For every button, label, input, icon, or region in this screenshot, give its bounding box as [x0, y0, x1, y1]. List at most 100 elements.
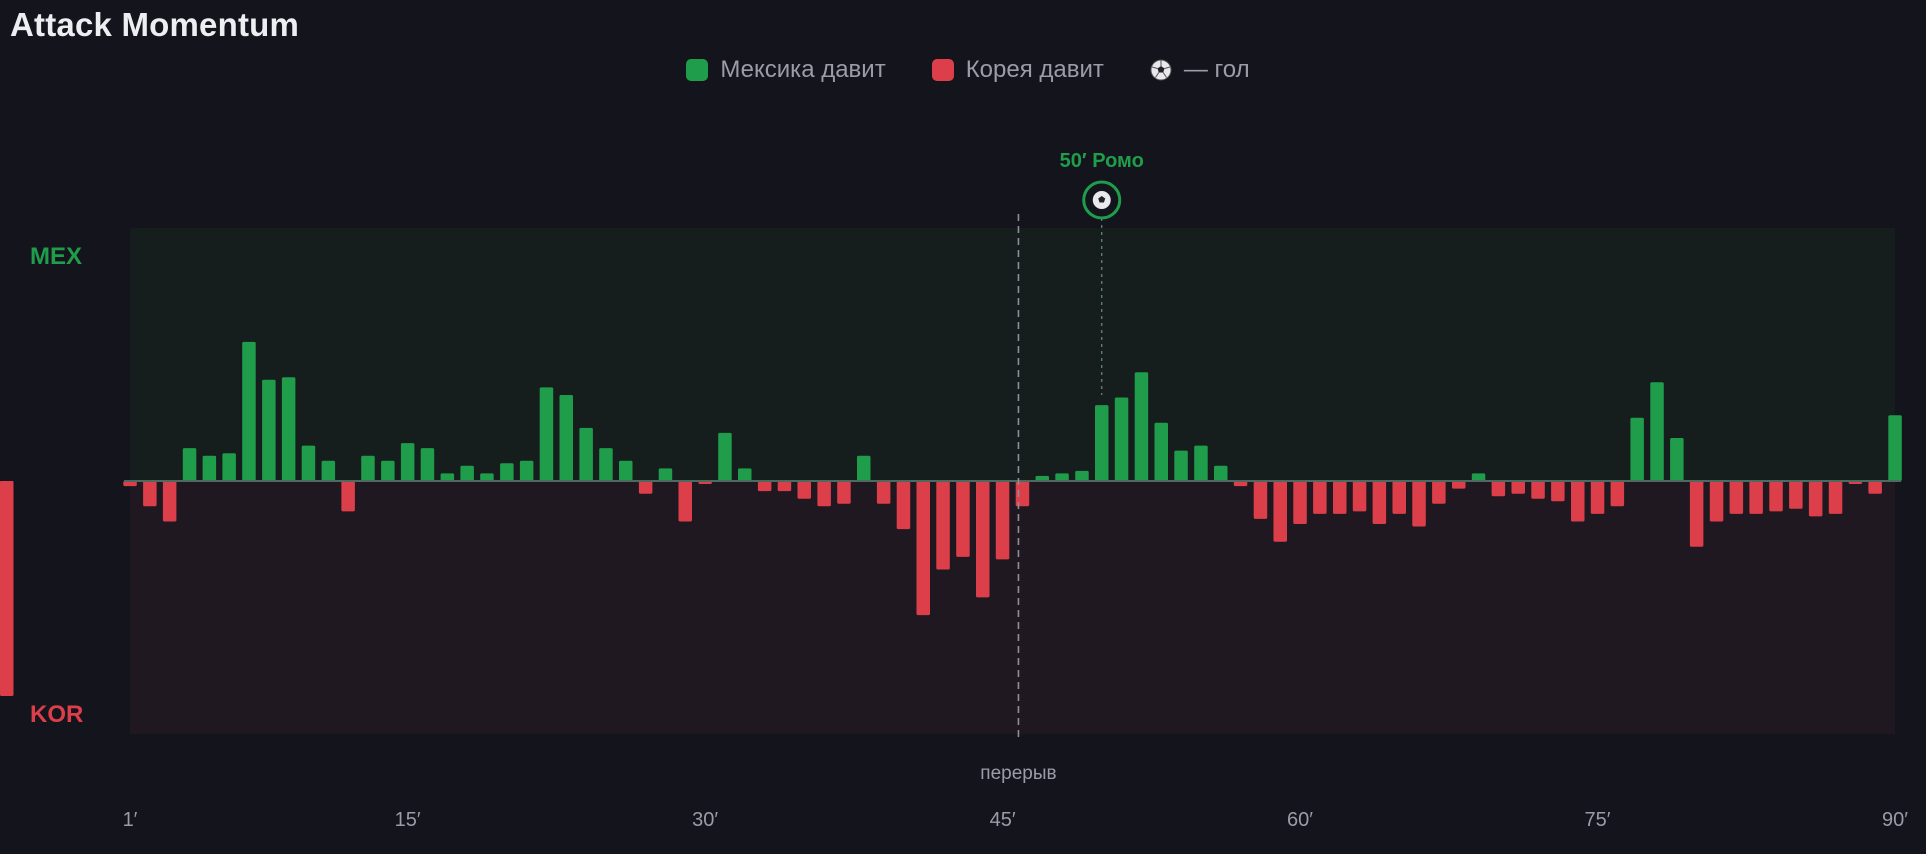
- x-tick-label: 15′: [395, 809, 421, 831]
- kor-zone-background: [130, 481, 1895, 734]
- momentum-bar-kor: [123, 481, 137, 487]
- momentum-bar-mex: [1670, 438, 1684, 481]
- momentum-bar-kor: [797, 481, 811, 499]
- momentum-bar-mex: [1134, 372, 1149, 481]
- momentum-bar-mex: [1075, 470, 1089, 481]
- momentum-bar-kor: [1372, 481, 1387, 524]
- momentum-bar-kor: [1808, 481, 1823, 517]
- legend-label-kor: Корея давит: [965, 56, 1104, 83]
- momentum-bar-kor: [1352, 481, 1367, 512]
- momentum-bar-mex: [738, 468, 752, 482]
- momentum-bar-kor: [1412, 481, 1426, 527]
- momentum-bar-kor: [1273, 481, 1287, 542]
- momentum-bar-kor: [817, 481, 831, 507]
- x-tick-label: 75′: [1585, 809, 1611, 831]
- legend-swatch-kor: [931, 59, 954, 81]
- team-label-mex: MEX: [30, 243, 82, 270]
- momentum-bar-kor: [1015, 481, 1030, 507]
- momentum-bar-kor: [1551, 481, 1565, 502]
- momentum-bar-kor: [1511, 481, 1525, 494]
- momentum-bar-kor: [777, 481, 792, 492]
- momentum-bar-kor: [995, 481, 1010, 560]
- momentum-bar-mex: [599, 448, 613, 481]
- momentum-bar-mex: [1650, 382, 1664, 481]
- momentum-bar-mex: [519, 460, 534, 481]
- momentum-bar-mex: [480, 473, 494, 481]
- soccer-ball-patch: [1098, 196, 1106, 203]
- momentum-bar-kor: [1452, 481, 1466, 489]
- momentum-bar-mex: [420, 448, 435, 481]
- momentum-bar-kor: [1571, 481, 1585, 522]
- momentum-bar-kor: [757, 481, 772, 492]
- momentum-bar-kor: [1491, 481, 1506, 497]
- legend-label-mex: Мексика давит: [720, 56, 886, 83]
- momentum-bar-mex: [1095, 405, 1109, 481]
- momentum-bar-kor: [1233, 481, 1248, 487]
- momentum-bar-mex: [1888, 415, 1902, 481]
- momentum-bar-mex: [361, 455, 375, 481]
- momentum-bar-mex: [321, 460, 336, 481]
- momentum-bar-kor: [1293, 481, 1307, 524]
- momentum-bar-kor: [1392, 481, 1406, 514]
- momentum-bar-kor: [876, 481, 891, 504]
- momentum-bar-mex: [1174, 450, 1188, 481]
- legend-item-goal: — гол: [1150, 56, 1250, 84]
- x-tick-label: 30′: [692, 809, 718, 831]
- momentum-bar-mex: [381, 460, 395, 481]
- page-title: Attack Momentum: [10, 6, 300, 43]
- momentum-bar-kor: [341, 481, 355, 512]
- momentum-bar-mex: [202, 455, 217, 481]
- momentum-bar-kor: [143, 481, 157, 507]
- momentum-bar-kor: [1709, 481, 1724, 522]
- momentum-bar-kor: [1313, 481, 1327, 514]
- halftime-label: перерыв: [980, 763, 1056, 784]
- legend-label-goal: — гол: [1183, 56, 1250, 83]
- momentum-bar-mex: [857, 455, 871, 481]
- team-label-kor: KOR: [30, 701, 83, 728]
- momentum-bar-mex: [619, 460, 633, 481]
- momentum-bar-kor: [837, 481, 851, 504]
- momentum-bar-mex: [500, 463, 514, 481]
- momentum-bar-mex: [281, 377, 296, 481]
- x-tick-label: 45′: [990, 809, 1016, 831]
- momentum-bar-kor: [1749, 481, 1763, 514]
- momentum-bar-kor: [1729, 481, 1744, 514]
- soccer-ball-icon: [1150, 59, 1172, 81]
- momentum-bar-mex: [1194, 445, 1208, 481]
- momentum-bar-kor: [638, 481, 653, 494]
- x-tick-label: 90′: [1882, 809, 1908, 831]
- momentum-bar-mex: [1154, 422, 1168, 481]
- x-tick-label: 60′: [1287, 809, 1313, 831]
- momentum-bar-kor: [1868, 481, 1882, 494]
- momentum-bar-mex: [718, 432, 732, 481]
- momentum-bar-kor: [1432, 481, 1446, 504]
- momentum-bar-mex: [1214, 465, 1228, 481]
- momentum-bar-mex: [1055, 473, 1069, 481]
- momentum-bar-mex: [1630, 417, 1644, 482]
- momentum-bar-mex: [1035, 475, 1049, 481]
- momentum-bar-mex: [658, 468, 673, 482]
- mex-zone-background: [130, 228, 1895, 481]
- momentum-bar-mex: [579, 427, 593, 481]
- x-tick-label: 1′: [123, 809, 138, 831]
- momentum-bar-mex: [460, 465, 474, 481]
- momentum-bar-mex: [440, 473, 455, 481]
- momentum-bar-mex: [182, 448, 197, 481]
- legend-item-kor: Корея давит: [931, 56, 1104, 84]
- momentum-bar-kor: [1333, 481, 1347, 514]
- momentum-bar-kor: [1828, 481, 1843, 514]
- momentum-bar-kor: [0, 481, 14, 666]
- momentum-bar-kor: [162, 481, 177, 522]
- momentum-bar-mex: [1471, 473, 1486, 481]
- momentum-bar-mex: [301, 445, 316, 481]
- momentum-bar-kor: [678, 481, 692, 522]
- momentum-bar-kor: [1769, 481, 1783, 512]
- momentum-bar-kor: [936, 481, 950, 570]
- momentum-bar-kor: [1689, 481, 1704, 547]
- goal-label: 50′ Ромо: [1060, 150, 1144, 172]
- momentum-bar-mex: [400, 443, 415, 481]
- momentum-bar-kor: [1789, 481, 1803, 509]
- legend-item-mex: Мексика давит: [686, 56, 886, 84]
